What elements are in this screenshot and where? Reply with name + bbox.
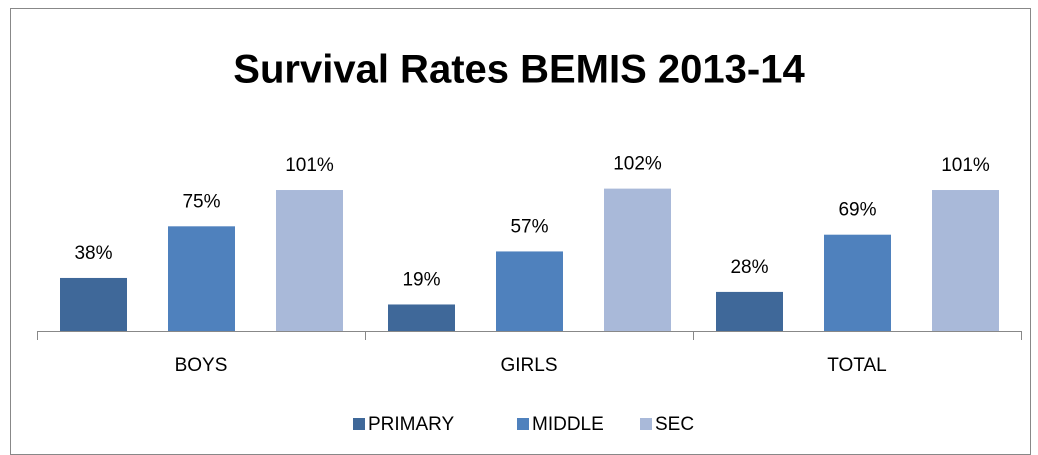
legend-swatch — [353, 418, 365, 430]
data-label: 102% — [613, 154, 662, 175]
bar — [604, 188, 671, 331]
bar — [932, 190, 999, 331]
legend-label: SEC — [655, 414, 694, 435]
x-tick-label: GIRLS — [500, 355, 557, 376]
bar — [276, 190, 343, 331]
bar — [60, 277, 127, 331]
data-label: 38% — [74, 243, 112, 264]
legend-swatch — [640, 418, 652, 430]
legend-label: MIDDLE — [532, 414, 604, 435]
bar — [824, 234, 891, 331]
bar — [496, 251, 563, 331]
legend-swatch — [517, 418, 529, 430]
data-label: 28% — [730, 257, 768, 278]
data-label: 57% — [510, 216, 548, 237]
bar — [716, 291, 783, 331]
bar — [388, 304, 455, 331]
data-label: 69% — [838, 200, 876, 221]
legend-label: PRIMARY — [368, 414, 455, 435]
data-label: 101% — [285, 155, 334, 176]
bar — [168, 226, 235, 331]
data-label: 101% — [941, 155, 990, 176]
x-tick-label: BOYS — [175, 355, 228, 376]
chart-title: Survival Rates BEMIS 2013-14 — [233, 48, 805, 92]
x-tick-label: TOTAL — [827, 355, 886, 376]
data-label: 19% — [402, 269, 440, 290]
data-label: 75% — [182, 191, 220, 212]
